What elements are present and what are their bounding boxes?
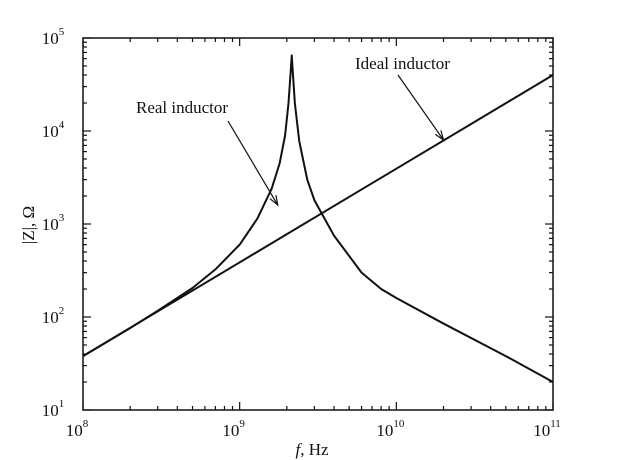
series-group — [82, 54, 554, 383]
annotation-arrows — [227, 74, 445, 207]
y-tick-label: 103 — [42, 212, 65, 234]
annotation-ideal-inductor: Ideal inductor — [355, 54, 450, 73]
x-tick-label: 109 — [222, 418, 245, 440]
annotation-arrowhead — [269, 195, 279, 207]
annotation-real-inductor: Real inductor — [136, 98, 228, 117]
annotation-arrowhead — [434, 130, 445, 142]
x-axis-label: f, Hz — [295, 440, 329, 459]
x-tick-label: 1011 — [533, 418, 561, 440]
y-axis-label: |Z|, Ω — [19, 206, 38, 244]
axis-ticks: 108 109 1010 1011 101 102 103 104 105 — [42, 26, 561, 440]
x-tick-label: 1010 — [376, 418, 405, 440]
annotation-arrow — [397, 74, 444, 141]
series-line-real-inductor — [82, 54, 554, 383]
y-tick-label: 101 — [42, 398, 65, 420]
y-tick-label: 102 — [42, 305, 65, 327]
plot-frame — [82, 37, 554, 411]
x-tick-label: 108 — [66, 418, 89, 440]
y-tick-label: 105 — [42, 26, 65, 48]
annotation-arrow — [227, 120, 279, 206]
y-tick-label: 104 — [42, 119, 65, 141]
